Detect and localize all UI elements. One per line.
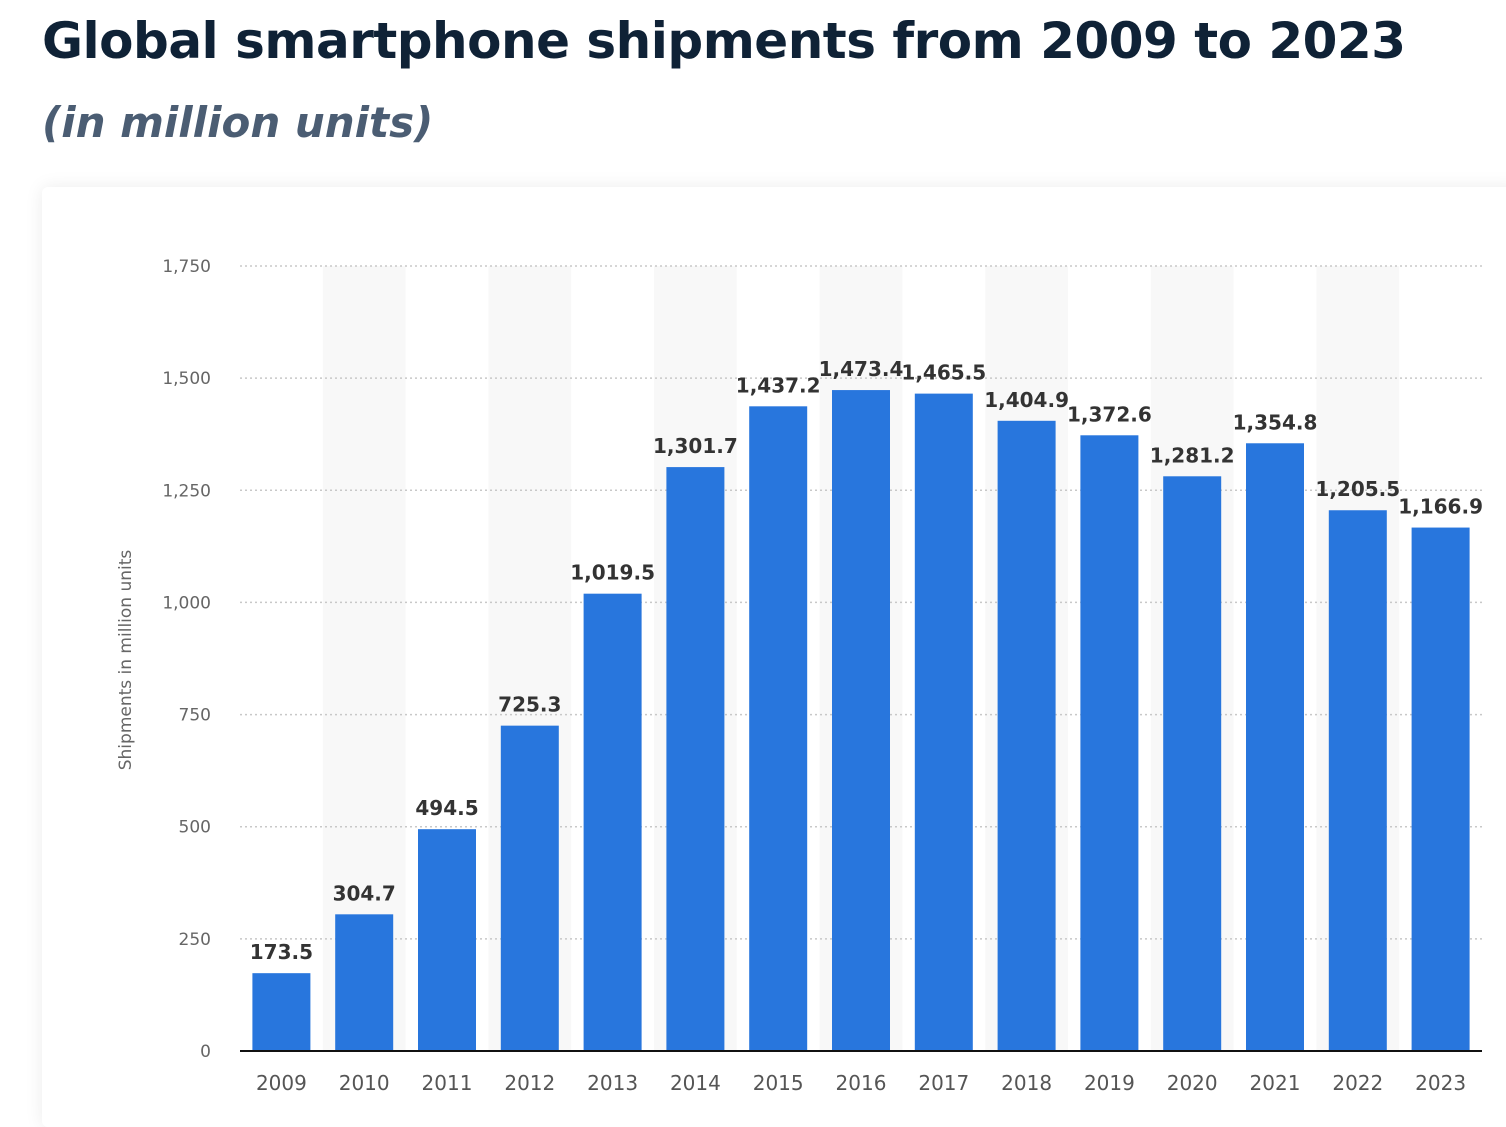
x-tick-label: 2010 [339,1071,390,1095]
data-label: 1,301.7 [653,434,738,458]
data-label: 1,437.2 [736,373,821,397]
x-tick-label: 2012 [504,1071,555,1095]
data-label: 1,372.6 [1067,402,1152,426]
data-label: 1,281.2 [1150,443,1235,467]
x-tick-label: 2021 [1250,1071,1301,1095]
data-label: 1,404.9 [984,388,1069,412]
bar-2022 [1328,510,1387,1051]
x-tick-label: 2013 [587,1071,638,1095]
data-label: 304.7 [333,881,396,905]
data-label: 1,205.5 [1315,477,1400,501]
bar-2017 [914,393,973,1052]
bar-2023 [1411,527,1470,1051]
bar-2010 [335,914,394,1051]
x-tick-label: 2019 [1084,1071,1135,1095]
bar-2009 [252,973,311,1051]
bar-2013 [583,593,642,1051]
chart-title: Global smartphone shipments from 2009 to… [42,12,1406,70]
data-label: 1,354.8 [1233,410,1318,434]
y-tick-label: 1,250 [162,481,211,501]
x-tick-label: 2011 [422,1071,473,1095]
y-tick-label: 1,750 [162,257,211,277]
x-tick-label: 2009 [256,1071,307,1095]
data-label: 725.3 [498,693,561,717]
y-tick-label: 1,500 [162,369,211,389]
x-tick-label: 2018 [1001,1071,1052,1095]
data-label: 1,166.9 [1398,495,1483,519]
bar-2014 [666,467,725,1051]
data-label: 1,019.5 [570,561,655,585]
bar-2020 [1163,476,1222,1051]
data-label: 1,473.4 [819,357,904,381]
x-tick-label: 2016 [836,1071,887,1095]
bar-2011 [418,829,476,1051]
data-label: 1,465.5 [901,361,986,385]
bar-2021 [1246,443,1304,1052]
y-tick-label: 1,000 [162,593,211,613]
x-tick-label: 2017 [918,1071,969,1095]
bar-2015 [749,406,808,1052]
y-axis-label: Shipments in million units [116,550,136,771]
data-label: 173.5 [250,940,313,964]
x-tick-label: 2022 [1332,1071,1383,1095]
y-tick-label: 750 [179,706,211,726]
bar-2019 [1080,435,1139,1051]
x-tick-label: 2014 [670,1071,721,1095]
data-label: 494.5 [415,796,478,820]
bar-2016 [832,390,890,1052]
x-tick-label: 2023 [1415,1071,1466,1095]
x-tick-label: 2020 [1167,1071,1218,1095]
bar-2012 [500,725,559,1051]
y-tick-label: 500 [179,818,211,838]
bar-2018 [997,420,1056,1051]
x-tick-label: 2015 [753,1071,804,1095]
y-tick-label: 0 [200,1042,211,1062]
chart-subtitle: (in million units) [42,98,434,147]
y-tick-label: 250 [179,930,211,950]
